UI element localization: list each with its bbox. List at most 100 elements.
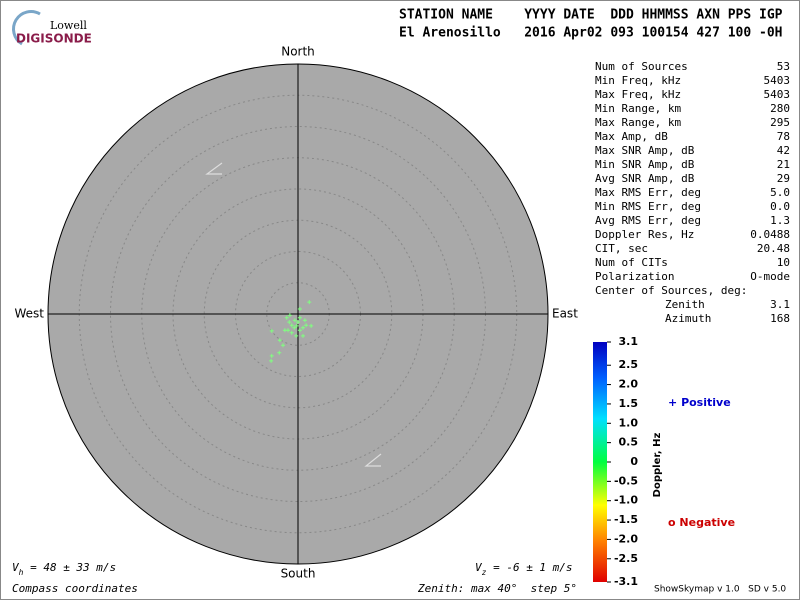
source bbox=[294, 323, 299, 328]
source bbox=[294, 333, 299, 338]
colorbar-tick-label: -2.0 bbox=[614, 532, 638, 545]
source bbox=[269, 358, 274, 363]
stat-value: 21 bbox=[777, 158, 790, 171]
stat-value: 5403 bbox=[764, 74, 791, 87]
legend-symbol: o bbox=[668, 516, 676, 529]
colorbar-tick-label: 0 bbox=[630, 455, 638, 468]
center-value: 3.1 bbox=[770, 298, 790, 311]
center-label: Azimuth bbox=[665, 312, 711, 325]
center-title: Center of Sources, deg: bbox=[595, 284, 747, 297]
source bbox=[277, 338, 282, 343]
colorbar-tick-label: -2.5 bbox=[614, 552, 638, 565]
source bbox=[307, 300, 312, 305]
stat-value: 53 bbox=[777, 60, 790, 73]
stat-label: Num of CITs bbox=[595, 256, 668, 269]
stat-label: Min RMS Err, deg bbox=[595, 200, 701, 213]
stat-value: 20.48 bbox=[757, 242, 790, 255]
stat-value: 5403 bbox=[764, 88, 791, 101]
colorbar-tick-label: 2.0 bbox=[619, 378, 639, 391]
stat-label: Max Range, km bbox=[595, 116, 681, 129]
source bbox=[287, 320, 292, 325]
stat-value: 10 bbox=[777, 256, 790, 269]
direction: East bbox=[552, 307, 578, 321]
colorbar-tick-label: 1.5 bbox=[619, 397, 639, 410]
source bbox=[297, 307, 302, 311]
source bbox=[284, 315, 289, 320]
polar-plot bbox=[47, 63, 549, 565]
source bbox=[304, 323, 309, 328]
source bbox=[289, 330, 294, 335]
version: ShowSkymap v 1.0 SD v 5.0 bbox=[654, 585, 786, 595]
stat-label: Min Freq, kHz bbox=[595, 74, 681, 87]
stat-value: 295 bbox=[770, 116, 790, 129]
source bbox=[287, 313, 292, 318]
stat-value: 78 bbox=[777, 130, 790, 143]
stat-value: 0.0 bbox=[770, 200, 790, 213]
colorbar-tick-label: -0.5 bbox=[614, 474, 638, 487]
chevrons bbox=[205, 162, 382, 467]
logo-arc bbox=[12, 10, 41, 46]
stat-label: Polarization bbox=[595, 270, 674, 283]
header-line: STATION NAME YYYY DATE DDD HHMMSS AXN PP… bbox=[399, 8, 783, 23]
stat-value: 280 bbox=[770, 102, 790, 115]
source bbox=[301, 325, 305, 330]
source bbox=[269, 328, 274, 333]
colorbar-tick-label: -1.5 bbox=[614, 513, 638, 526]
vz: Vz = -6 ± 1 m/s bbox=[475, 561, 573, 577]
source bbox=[297, 315, 302, 320]
source bbox=[289, 323, 294, 328]
legend-label: Negative bbox=[679, 516, 735, 529]
center-value: 168 bbox=[770, 312, 790, 325]
source bbox=[309, 323, 314, 328]
stat-label: Max SNR Amp, dB bbox=[595, 144, 695, 157]
colorbar bbox=[593, 342, 607, 582]
legend-label: Positive bbox=[681, 396, 731, 409]
colorbar-tick-label: -1.0 bbox=[614, 494, 638, 507]
zenith-note: Zenith: max 40° step 5° bbox=[417, 582, 577, 595]
legend-entry: + Positive bbox=[668, 396, 731, 409]
stat-label: Doppler Res, Hz bbox=[595, 228, 694, 241]
source bbox=[297, 328, 302, 333]
source bbox=[301, 333, 305, 338]
stat-value: 0.0488 bbox=[750, 228, 790, 241]
stat-label: Avg SNR Amp, dB bbox=[595, 172, 695, 185]
source bbox=[269, 353, 274, 358]
colorbar-tick-label: 3.1 bbox=[619, 335, 639, 348]
direction: West bbox=[14, 307, 44, 321]
stat-value: 1.3 bbox=[770, 214, 790, 227]
colorbar-tick-label: 1.0 bbox=[619, 416, 639, 429]
stat-value: 29 bbox=[777, 172, 790, 185]
logo-bottom: DIGISONDE bbox=[16, 32, 92, 46]
stat-value: 5.0 bbox=[770, 186, 790, 199]
direction: South bbox=[281, 567, 316, 581]
stat-value: O-mode bbox=[750, 270, 790, 283]
stat-label: Num of Sources bbox=[595, 60, 688, 73]
stat-label: CIT, sec bbox=[595, 242, 648, 255]
source bbox=[292, 325, 297, 330]
legend-entry: o Negative bbox=[668, 516, 735, 529]
source bbox=[281, 343, 285, 348]
center-label: Zenith bbox=[665, 298, 705, 311]
stat-label: Max RMS Err, deg bbox=[595, 186, 701, 199]
vh: Vh = 48 ± 33 m/s bbox=[12, 561, 116, 577]
source bbox=[302, 318, 307, 323]
colorbar-tick-label: 2.5 bbox=[619, 358, 639, 371]
source bbox=[296, 320, 300, 325]
logo-top: Lowell bbox=[50, 19, 87, 32]
stat-label: Avg RMS Err, deg bbox=[595, 214, 701, 227]
stat-label: Min SNR Amp, dB bbox=[595, 158, 695, 171]
source bbox=[282, 328, 287, 333]
colorbar-tick-label: -3.1 bbox=[614, 575, 638, 588]
stat-label: Max Amp, dB bbox=[595, 130, 668, 143]
source bbox=[292, 318, 297, 323]
legend-symbol: + bbox=[668, 396, 677, 409]
coords-note: Compass coordinates bbox=[12, 582, 138, 595]
stat-label: Min Range, km bbox=[595, 102, 681, 115]
colorbar-label: Doppler, Hz bbox=[652, 433, 663, 498]
source bbox=[277, 350, 282, 355]
header-line: El Arenosillo 2016 Apr02 093 100154 427 … bbox=[399, 26, 783, 41]
direction: North bbox=[281, 45, 315, 59]
colorbar-tick-label: 0.5 bbox=[619, 436, 639, 449]
stat-label: Max Freq, kHz bbox=[595, 88, 681, 101]
